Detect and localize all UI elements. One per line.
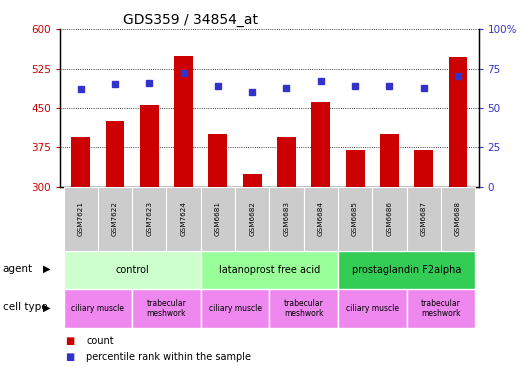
Text: ■: ■ <box>65 352 75 362</box>
Text: ▶: ▶ <box>43 264 51 274</box>
Text: cell type: cell type <box>3 302 47 313</box>
Text: trabecular
meshwork: trabecular meshwork <box>146 299 186 318</box>
Text: GSM7621: GSM7621 <box>78 201 84 236</box>
Text: control: control <box>115 265 149 275</box>
Bar <box>338 187 372 251</box>
Text: ciliary muscle: ciliary muscle <box>71 304 124 313</box>
Text: percentile rank within the sample: percentile rank within the sample <box>86 352 251 362</box>
Text: ■: ■ <box>65 336 75 346</box>
Text: GSM6687: GSM6687 <box>420 201 427 236</box>
Bar <box>64 251 201 289</box>
Text: trabecular
meshwork: trabecular meshwork <box>421 299 461 318</box>
Bar <box>201 251 338 289</box>
Bar <box>201 289 269 328</box>
Bar <box>338 251 475 289</box>
Text: GSM7624: GSM7624 <box>180 201 187 236</box>
Text: count: count <box>86 336 114 346</box>
Bar <box>414 150 433 187</box>
Text: latanoprost free acid: latanoprost free acid <box>219 265 320 275</box>
Text: GSM7622: GSM7622 <box>112 201 118 236</box>
Bar <box>64 289 132 328</box>
Bar <box>372 187 406 251</box>
Bar <box>166 187 201 251</box>
Bar <box>106 121 124 187</box>
Text: GSM6685: GSM6685 <box>352 201 358 236</box>
Bar <box>441 187 475 251</box>
Bar <box>269 187 304 251</box>
Text: GSM6686: GSM6686 <box>386 201 392 236</box>
Bar <box>277 137 296 187</box>
Text: agent: agent <box>3 264 33 274</box>
Text: GSM6681: GSM6681 <box>215 201 221 236</box>
Text: ciliary muscle: ciliary muscle <box>346 304 399 313</box>
Bar <box>174 56 193 187</box>
Bar <box>132 289 201 328</box>
Text: GSM6688: GSM6688 <box>455 201 461 236</box>
Bar <box>98 187 132 251</box>
Text: ciliary muscle: ciliary muscle <box>209 304 262 313</box>
Bar <box>311 102 330 187</box>
Bar <box>140 105 159 187</box>
Bar <box>132 187 166 251</box>
Bar <box>243 173 262 187</box>
Bar <box>304 187 338 251</box>
Text: GSM6682: GSM6682 <box>249 201 255 236</box>
Bar <box>406 289 475 328</box>
Text: trabecular
meshwork: trabecular meshwork <box>283 299 324 318</box>
Bar <box>209 134 228 187</box>
Bar <box>201 187 235 251</box>
Bar <box>71 137 90 187</box>
Bar <box>346 150 365 187</box>
Text: ▶: ▶ <box>43 302 51 313</box>
Text: GSM6683: GSM6683 <box>283 201 290 236</box>
Text: GSM7623: GSM7623 <box>146 201 152 236</box>
Bar <box>64 187 98 251</box>
Bar <box>406 187 441 251</box>
Bar <box>380 134 399 187</box>
Text: GSM6684: GSM6684 <box>318 201 324 236</box>
Text: prostaglandin F2alpha: prostaglandin F2alpha <box>352 265 461 275</box>
Bar <box>269 289 338 328</box>
Bar <box>449 57 468 187</box>
Bar <box>338 289 406 328</box>
Bar <box>235 187 269 251</box>
Text: GDS359 / 34854_at: GDS359 / 34854_at <box>123 13 258 27</box>
